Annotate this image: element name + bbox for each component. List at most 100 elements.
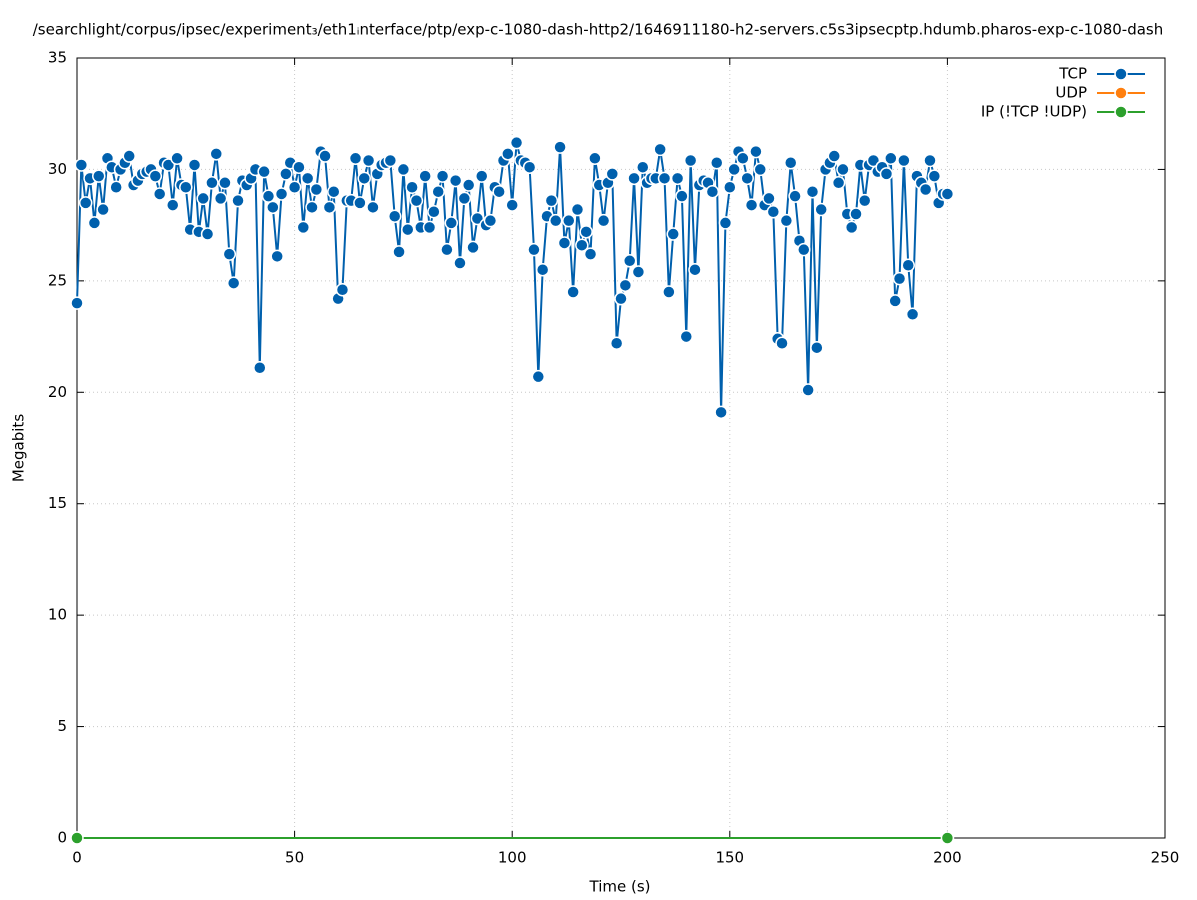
y-axis-label: Megabits xyxy=(10,414,28,482)
legend-label: IP (!TCP !UDP) xyxy=(981,103,1087,121)
data-point xyxy=(740,171,754,186)
data-point xyxy=(622,254,637,268)
data-point xyxy=(535,262,550,277)
data-point xyxy=(544,193,559,208)
data-point xyxy=(527,242,541,257)
data-point xyxy=(618,278,633,293)
data-point xyxy=(736,151,750,166)
data-point xyxy=(422,220,437,235)
legend-label: TCP xyxy=(1058,65,1087,83)
data-point xyxy=(409,193,424,208)
data-point xyxy=(461,178,476,192)
data-point xyxy=(857,193,872,208)
data-point xyxy=(683,153,698,168)
data-point xyxy=(566,285,580,299)
data-point xyxy=(383,153,398,168)
data-point xyxy=(457,191,472,206)
data-point xyxy=(814,202,828,217)
data-point xyxy=(557,236,572,250)
data-point xyxy=(805,184,820,199)
y-tick-label: 20 xyxy=(48,383,67,401)
data-point xyxy=(884,151,898,166)
data-point xyxy=(122,149,136,163)
data-point xyxy=(827,149,841,163)
data-point xyxy=(466,240,480,255)
data-point xyxy=(583,247,598,261)
data-point xyxy=(483,213,498,228)
data-point xyxy=(209,147,224,161)
y-tick-label: 35 xyxy=(48,49,67,67)
data-point xyxy=(509,135,524,150)
data-point xyxy=(361,153,376,168)
data-point xyxy=(270,249,284,264)
data-point xyxy=(179,180,193,195)
data-point xyxy=(918,182,933,197)
data-point xyxy=(579,225,593,239)
data-point xyxy=(753,162,768,177)
data-point xyxy=(810,340,824,355)
data-point xyxy=(305,200,319,215)
data-point xyxy=(448,173,463,188)
data-point xyxy=(905,307,920,322)
data-point xyxy=(505,198,519,212)
data-point xyxy=(657,171,672,186)
data-point xyxy=(74,158,89,172)
legend-marker xyxy=(1114,67,1128,81)
data-point xyxy=(670,171,685,186)
data-point xyxy=(718,216,733,230)
data-point xyxy=(218,176,232,190)
chart-title: /searchlight/corpus/ipsec/experiment₃/et… xyxy=(33,21,1164,39)
data-point xyxy=(522,160,537,174)
data-point xyxy=(575,238,589,252)
data-point xyxy=(357,171,371,186)
data-point xyxy=(152,187,167,201)
data-point xyxy=(897,153,911,168)
x-tick-label: 100 xyxy=(498,849,527,867)
data-point xyxy=(453,256,467,270)
data-point xyxy=(940,187,955,201)
data-point xyxy=(879,167,894,181)
data-point xyxy=(797,242,811,257)
data-point xyxy=(588,151,602,166)
data-point xyxy=(96,202,110,217)
y-tick-label: 5 xyxy=(57,717,67,735)
data-point xyxy=(892,271,907,286)
data-point xyxy=(688,262,702,277)
data-point xyxy=(292,160,306,174)
data-point xyxy=(831,176,846,190)
data-point xyxy=(788,189,802,203)
data-point xyxy=(296,220,311,235)
data-point xyxy=(762,191,776,206)
data-point xyxy=(675,189,689,203)
data-point xyxy=(165,198,180,212)
y-tick-label: 25 xyxy=(48,271,67,289)
x-axis-label: Time (s) xyxy=(589,878,651,896)
data-point xyxy=(779,213,794,228)
data-point xyxy=(440,242,454,257)
data-point xyxy=(766,205,781,219)
data-point xyxy=(231,193,245,208)
data-point xyxy=(187,158,202,172)
data-point xyxy=(749,144,763,159)
data-point xyxy=(836,162,850,177)
legend-marker xyxy=(1114,86,1128,100)
data-point xyxy=(531,369,546,384)
data-point xyxy=(205,176,219,190)
data-point xyxy=(213,191,228,206)
data-point xyxy=(501,147,515,161)
data-point xyxy=(679,329,694,344)
data-point xyxy=(418,169,432,183)
data-point xyxy=(109,180,123,195)
data-point xyxy=(940,831,955,845)
data-point xyxy=(662,285,676,299)
data-point xyxy=(322,200,337,215)
data-point xyxy=(901,258,915,273)
data-point xyxy=(723,180,737,195)
data-point xyxy=(87,216,102,230)
data-point xyxy=(783,155,798,170)
data-point xyxy=(253,361,267,375)
data-point xyxy=(844,220,859,235)
data-point xyxy=(474,169,489,183)
data-point xyxy=(709,155,724,170)
data-point xyxy=(405,180,419,195)
